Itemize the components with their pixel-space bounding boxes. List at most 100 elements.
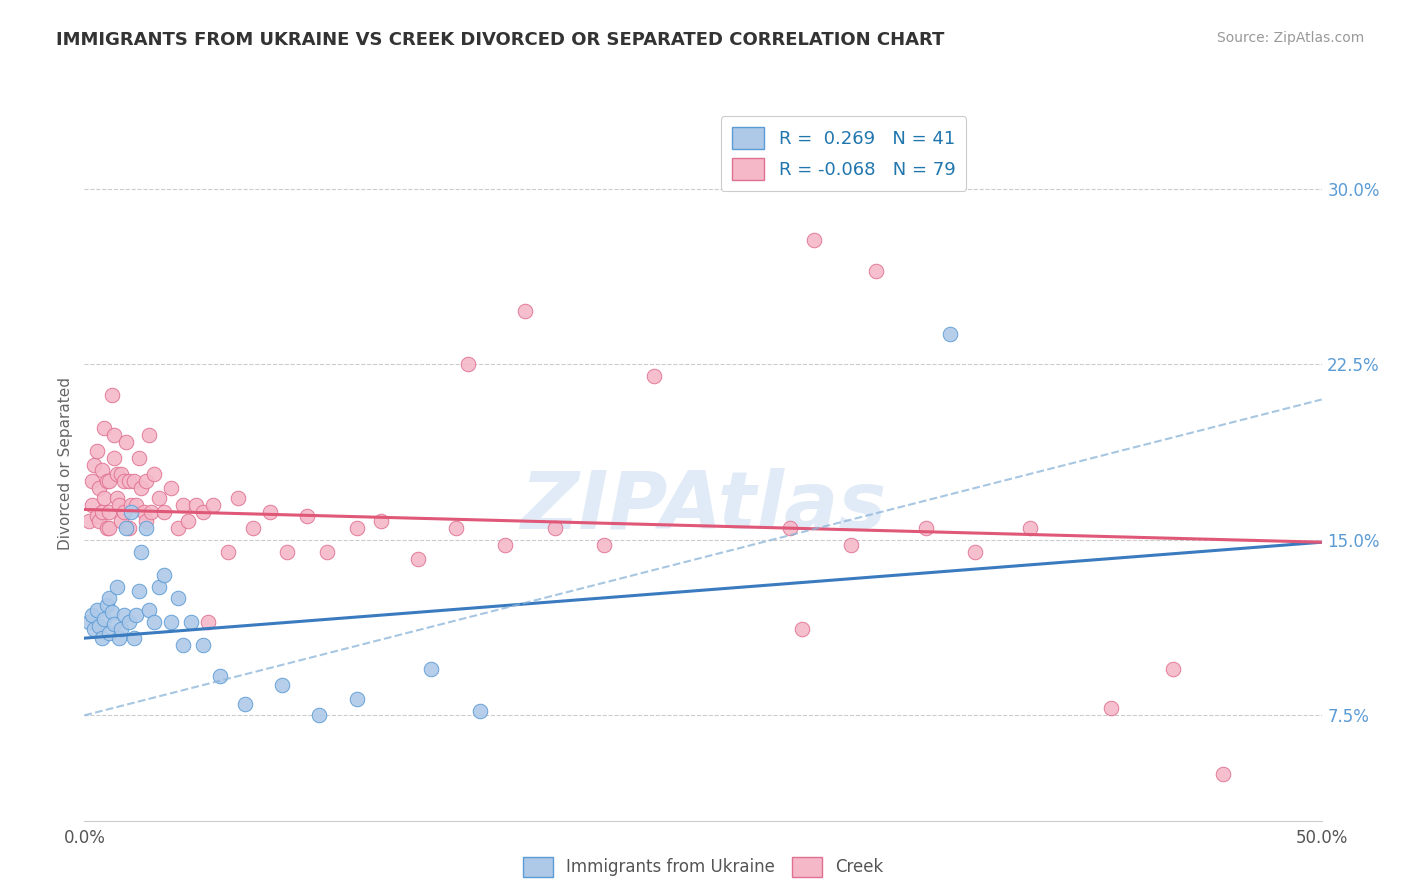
Point <box>80 498 103 512</box>
Point <box>98 475 121 489</box>
Point <box>98 591 121 606</box>
Point <box>803 234 825 248</box>
Point <box>914 521 936 535</box>
Point <box>89 514 111 528</box>
Point <box>86 509 108 524</box>
Point <box>346 521 368 535</box>
Point <box>129 544 152 558</box>
Point <box>96 521 118 535</box>
Point <box>120 505 142 519</box>
Point <box>276 544 298 558</box>
Point <box>513 303 536 318</box>
Point <box>129 482 152 496</box>
Point <box>98 626 121 640</box>
Point <box>142 467 165 482</box>
Point <box>408 551 430 566</box>
Point <box>122 475 145 489</box>
Point <box>370 514 392 528</box>
Point <box>197 615 219 629</box>
Point <box>315 544 337 558</box>
Point <box>108 631 131 645</box>
Text: ZIPAtlas: ZIPAtlas <box>520 467 886 546</box>
Point <box>96 475 118 489</box>
Point <box>167 521 190 535</box>
Point <box>470 704 492 718</box>
Point <box>135 521 157 535</box>
Point <box>90 463 112 477</box>
Point <box>142 615 165 629</box>
Point <box>643 369 665 384</box>
Point <box>103 427 125 442</box>
Point <box>125 498 148 512</box>
Point <box>110 622 132 636</box>
Point <box>1018 521 1040 535</box>
Point <box>100 388 122 402</box>
Point <box>779 521 801 535</box>
Point <box>86 444 108 458</box>
Point <box>444 521 467 535</box>
Point <box>93 491 115 505</box>
Point <box>167 591 190 606</box>
Point <box>148 491 170 505</box>
Point <box>191 505 214 519</box>
Point <box>209 668 232 682</box>
Point <box>841 537 863 551</box>
Point <box>152 568 174 582</box>
Point <box>112 607 135 622</box>
Point <box>177 514 200 528</box>
Point <box>100 606 122 620</box>
Point <box>543 521 565 535</box>
Point <box>128 450 150 465</box>
Point <box>93 612 115 626</box>
Point <box>122 631 145 645</box>
Point <box>202 498 225 512</box>
Text: Source: ZipAtlas.com: Source: ZipAtlas.com <box>1216 31 1364 45</box>
Point <box>346 692 368 706</box>
Point <box>138 603 160 617</box>
Point <box>103 450 125 465</box>
Point <box>125 607 148 622</box>
Point <box>115 434 138 449</box>
Point <box>79 615 101 629</box>
Point <box>226 491 249 505</box>
Point <box>138 427 160 442</box>
Point <box>120 498 142 512</box>
Point <box>135 514 157 528</box>
Point <box>295 509 318 524</box>
Point <box>110 514 132 528</box>
Point <box>1212 767 1234 781</box>
Point <box>118 521 141 535</box>
Point <box>89 619 111 633</box>
Point <box>115 521 138 535</box>
Point <box>80 607 103 622</box>
Point <box>148 580 170 594</box>
Point <box>80 475 103 489</box>
Point <box>419 662 441 676</box>
Point <box>108 498 131 512</box>
Point <box>1099 701 1122 715</box>
Point <box>105 491 128 505</box>
Point <box>593 537 616 551</box>
Point <box>1161 662 1184 676</box>
Point <box>105 580 128 594</box>
Point <box>457 358 479 372</box>
Point <box>118 475 141 489</box>
Point <box>135 475 157 489</box>
Point <box>152 505 174 519</box>
Point <box>184 498 207 512</box>
Point <box>90 631 112 645</box>
Point <box>103 617 125 632</box>
Point <box>112 475 135 489</box>
Point <box>93 420 115 434</box>
Point <box>865 264 887 278</box>
Point <box>90 505 112 519</box>
Point <box>128 584 150 599</box>
Legend: Immigrants from Ukraine, Creek: Immigrants from Ukraine, Creek <box>516 850 890 884</box>
Point <box>191 638 214 652</box>
Point <box>105 467 128 482</box>
Text: IMMIGRANTS FROM UKRAINE VS CREEK DIVORCED OR SEPARATED CORRELATION CHART: IMMIGRANTS FROM UKRAINE VS CREEK DIVORCE… <box>56 31 945 49</box>
Point <box>259 505 281 519</box>
Point <box>141 505 163 519</box>
Point <box>83 622 105 636</box>
Point <box>308 708 330 723</box>
